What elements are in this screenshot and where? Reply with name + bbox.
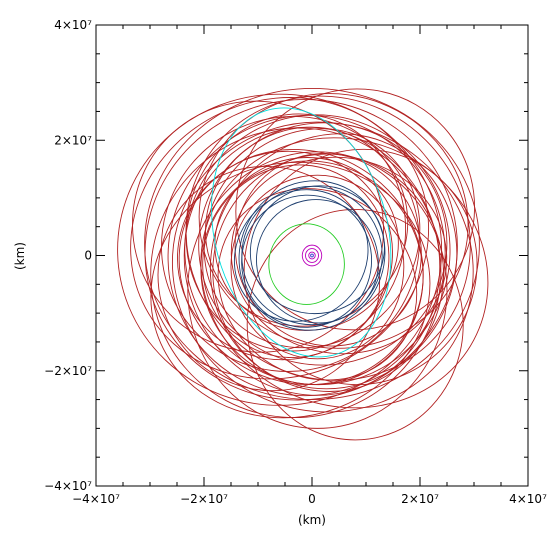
x-axis-label: (km) xyxy=(298,513,326,527)
y-tick-label-2: 0 xyxy=(84,249,92,263)
orbit-4-1 xyxy=(305,248,319,263)
orbit-0-27 xyxy=(246,208,464,441)
orbit-series-4 xyxy=(301,244,323,267)
orbit-series-0 xyxy=(117,87,489,441)
y-axis-label: (km) xyxy=(13,242,27,270)
orbit-0-21 xyxy=(234,152,422,347)
x-tick-label-0: −4×10⁷ xyxy=(72,492,120,506)
orbit-1-0 xyxy=(211,107,392,358)
orbit-0-31 xyxy=(150,161,431,419)
orbit-0-30 xyxy=(187,151,448,429)
orbit-2-4 xyxy=(256,199,379,324)
orbit-2-3 xyxy=(238,180,386,331)
orbit-series-2 xyxy=(233,180,386,331)
y-tick-label-4: 4×10⁷ xyxy=(54,18,92,32)
x-tick-label-1: −2×10⁷ xyxy=(180,492,228,506)
orbit-0-34 xyxy=(157,165,381,392)
orbit-series-1 xyxy=(211,107,392,358)
orbit-3-0 xyxy=(268,223,345,305)
orbit-0-8 xyxy=(161,116,420,372)
orbit-4-2 xyxy=(308,251,316,260)
orbit-0-24 xyxy=(130,97,430,380)
orbit-0-5 xyxy=(167,114,446,397)
orbits-layer xyxy=(117,87,489,441)
orbit-series-5 xyxy=(310,253,314,258)
orbit-5-0 xyxy=(310,253,314,258)
y-tick-label-3: 2×10⁷ xyxy=(54,133,92,147)
orbit-4-0 xyxy=(301,244,323,267)
orbit-0-33 xyxy=(243,148,478,386)
orbit-0-3 xyxy=(150,127,442,419)
x-tick-label-2: 0 xyxy=(308,492,316,506)
x-tick-label-3: 2×10⁷ xyxy=(401,492,439,506)
orbit-0-25 xyxy=(200,137,489,409)
orbit-0-23 xyxy=(230,174,405,360)
orbit-2-5 xyxy=(233,189,369,322)
y-tick-label-1: −2×10⁷ xyxy=(44,364,92,378)
orbit-0-29 xyxy=(235,88,476,331)
y-tick-label-0: −4×10⁷ xyxy=(44,479,92,493)
ticks-layer: −4×10⁷ −2×10⁷ 0 2×10⁷ 4×10⁷ −4×10⁷ −2×10⁷ 0 2×10… xyxy=(44,18,547,506)
x-tick-label-4: 4×10⁷ xyxy=(509,492,547,506)
orbit-series-3 xyxy=(268,223,345,305)
orbit-2-2 xyxy=(241,194,373,328)
